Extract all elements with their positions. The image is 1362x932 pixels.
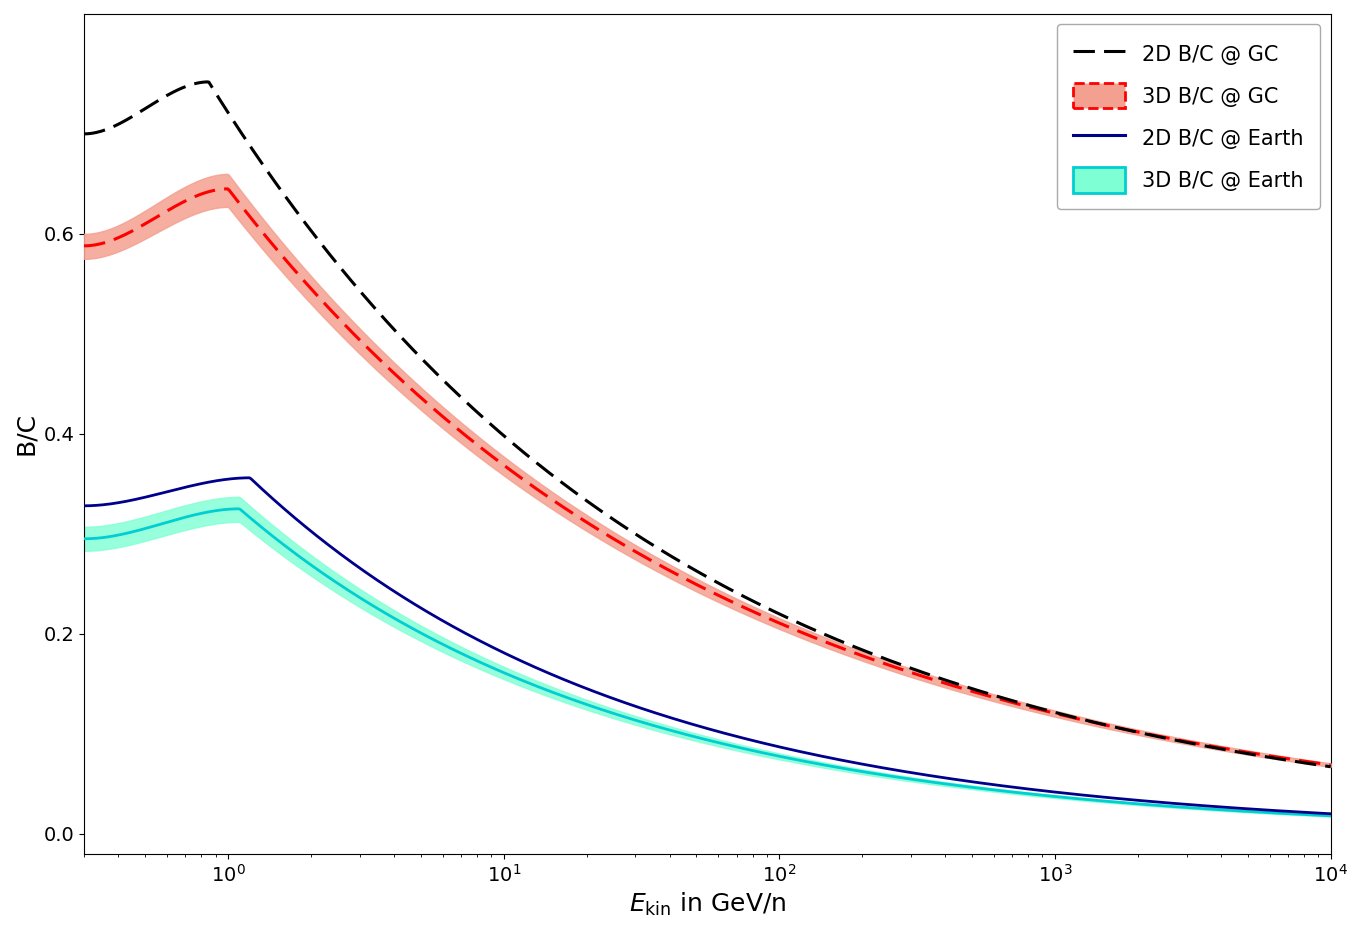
Legend: 2D B/C @ GC, 3D B/C @ GC, 2D B/C @ Earth, 3D B/C @ Earth: 2D B/C @ GC, 3D B/C @ GC, 2D B/C @ Earth… — [1057, 24, 1320, 210]
Y-axis label: B/C: B/C — [14, 412, 38, 456]
X-axis label: $E_{\mathrm{kin}}$ in GeV/n: $E_{\mathrm{kin}}$ in GeV/n — [629, 891, 786, 918]
